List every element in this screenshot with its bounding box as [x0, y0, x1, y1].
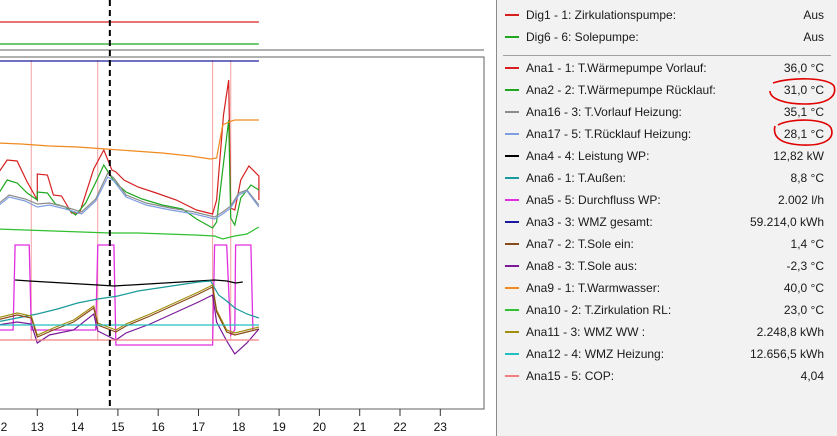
series-ana9 [0, 119, 259, 160]
series-ana10 [0, 226, 260, 240]
series-ana8 [0, 294, 260, 355]
x-tick-label: 23 [433, 420, 447, 434]
x-tick-label: 17 [191, 420, 206, 434]
legend-value: 12.656,5 kWh [749, 347, 824, 361]
x-tick-marks [36, 409, 441, 416]
series-ana16 [0, 172, 260, 218]
legend-value: 12,82 kW [773, 149, 824, 163]
legend-item-ana17[interactable]: Ana17 - 5: T.Rücklauf Heizung: 28,1 °C [497, 123, 837, 145]
x-tick-label: 19 [272, 420, 286, 434]
legend-item-ana9[interactable]: Ana9 - 1: T.Warmwasser: 40,0 °C [497, 277, 837, 299]
legend-swatch [505, 221, 519, 223]
legend-swatch [505, 199, 519, 201]
x-tick-label: 13 [30, 420, 44, 434]
series-ana7 [0, 286, 260, 338]
legend-label: Ana4 - 4: Leistung WP: [526, 149, 650, 163]
legend-item-ana2[interactable]: Ana2 - 2: T.Wärmepumpe Rücklauf: 31,0 °C [497, 79, 837, 101]
legend-label: Ana11 - 3: WMZ WW : [526, 325, 646, 339]
legend-swatch [505, 265, 519, 267]
legend-label: Dig6 - 6: Solepumpe: [526, 30, 639, 44]
legend-label: Ana12 - 4: WMZ Heizung: [526, 347, 665, 361]
legend-value: 4,04 [800, 369, 824, 383]
legend-value: 23,0 °C [783, 303, 824, 317]
legend-value: 31,0 °C [783, 83, 824, 97]
legend-value: Aus [803, 30, 824, 44]
legend-label: Dig1 - 1: Zirkulationspumpe: [526, 8, 677, 22]
legend-label: Ana10 - 2: T.Zirkulation RL: [526, 303, 672, 317]
legend-item-ana5[interactable]: Ana5 - 5: Durchfluss WP: 2.002 l/h [497, 189, 837, 211]
legend-swatch [505, 309, 519, 311]
legend-value: 2.248,8 kWh [756, 325, 824, 339]
legend-item-ana4[interactable]: Ana4 - 4: Leistung WP: 12,82 kW [497, 145, 837, 167]
legend-label: Ana15 - 5: COP: [526, 369, 615, 383]
legend-swatch [505, 111, 519, 113]
legend-item-dig1[interactable]: Dig1 - 1: Zirkulationspumpe: Aus [497, 4, 837, 26]
chart-area[interactable] [0, 0, 496, 418]
legend-label: Ana16 - 3: T.Vorlauf Heizung: [526, 105, 682, 119]
legend-value: Aus [803, 8, 824, 22]
legend-swatch [505, 331, 519, 333]
legend-value: 40,0 °C [783, 281, 824, 295]
legend-value: 35,1 °C [783, 105, 824, 119]
legend-swatch [505, 89, 519, 91]
legend-item-ana15[interactable]: Ana15 - 5: COP: 4,04 [497, 365, 837, 387]
series-ana4 [15, 279, 243, 287]
legend-item-ana10[interactable]: Ana10 - 2: T.Zirkulation RL: 23,0 °C [497, 299, 837, 321]
legend-label: Ana7 - 2: T.Sole ein: [526, 237, 634, 251]
legend-item-ana6[interactable]: Ana6 - 1: T.Außen: 8,8 °C [497, 167, 837, 189]
legend-panel[interactable]: Dig1 - 1: Zirkulationspumpe: Aus Dig6 - … [496, 0, 837, 436]
legend-item-ana3[interactable]: Ana3 - 3: WMZ gesamt: 59.214,0 kWh [497, 211, 837, 233]
legend-value: 2.002 l/h [777, 193, 824, 207]
legend-label: Ana6 - 1: T.Außen: [526, 171, 626, 185]
legend-item-ana12[interactable]: Ana12 - 4: WMZ Heizung: 12.656,5 kWh [497, 343, 837, 365]
legend-item-ana11[interactable]: Ana11 - 3: WMZ WW : 2.248,8 kWh [497, 321, 837, 343]
x-tick-label: 20 [312, 420, 327, 434]
series-ana6 [0, 280, 260, 323]
legend-label: Ana1 - 1: T.Wärmepumpe Vorlauf: [526, 61, 707, 75]
x-tick-label: 16 [151, 420, 165, 434]
x-tick-label: 14 [70, 420, 85, 434]
legend-swatch [505, 14, 519, 16]
legend-item-dig6[interactable]: Dig6 - 6: Solepumpe: Aus [497, 26, 837, 48]
x-tick-label: 15 [111, 420, 125, 434]
legend-item-ana7[interactable]: Ana7 - 2: T.Sole ein: 1,4 °C [497, 233, 837, 255]
legend-value: 1,4 °C [790, 237, 824, 251]
x-tick-label: 21 [353, 420, 367, 434]
legend-value: 36,0 °C [783, 61, 824, 75]
x-tick-label: 2 [0, 420, 8, 434]
legend-value: 8,8 °C [790, 171, 824, 185]
legend-item-ana1[interactable]: Ana1 - 1: T.Wärmepumpe Vorlauf: 36,0 °C [497, 57, 837, 79]
legend-value: 28,1 °C [783, 127, 824, 141]
legend-label: Ana2 - 2: T.Wärmepumpe Rücklauf: [526, 83, 716, 97]
legend-value: -2,3 °C [786, 259, 824, 273]
legend-value: 59.214,0 kWh [749, 215, 824, 229]
legend-item-ana16[interactable]: Ana16 - 3: T.Vorlauf Heizung: 35,1 °C [497, 101, 837, 123]
legend-label: Ana5 - 5: Durchfluss WP: [526, 193, 661, 207]
x-tick-label: 18 [232, 420, 246, 434]
legend-separator [503, 55, 831, 56]
legend-swatch [505, 287, 519, 289]
chart-background [0, 0, 496, 418]
legend-swatch [505, 353, 519, 355]
series-ana5 [0, 244, 254, 346]
legend-swatch [505, 67, 519, 69]
series-ana1 [0, 79, 260, 215]
legend-swatch [505, 155, 519, 157]
legend-label: Ana8 - 3: T.Sole aus: [526, 259, 638, 273]
legend-label: Ana17 - 5: T.Rücklauf Heizung: [526, 127, 692, 141]
legend-swatch [505, 243, 519, 245]
x-tick-label: 22 [393, 420, 407, 434]
x-tick-labels: 2 13 14 15 16 17 18 19 20 21 22 23 [0, 418, 496, 436]
legend-label: Ana9 - 1: T.Warmwasser: [526, 281, 661, 295]
legend-swatch [505, 36, 519, 38]
legend-swatch [505, 375, 519, 377]
legend-swatch [505, 177, 519, 179]
legend-swatch [505, 133, 519, 135]
legend-label: Ana3 - 3: WMZ gesamt: [526, 215, 653, 229]
series-ana11 [0, 284, 260, 336]
series-ana17 [0, 176, 260, 220]
legend-item-ana8[interactable]: Ana8 - 3: T.Sole aus: -2,3 °C [497, 255, 837, 277]
series-layer [0, 21, 260, 355]
